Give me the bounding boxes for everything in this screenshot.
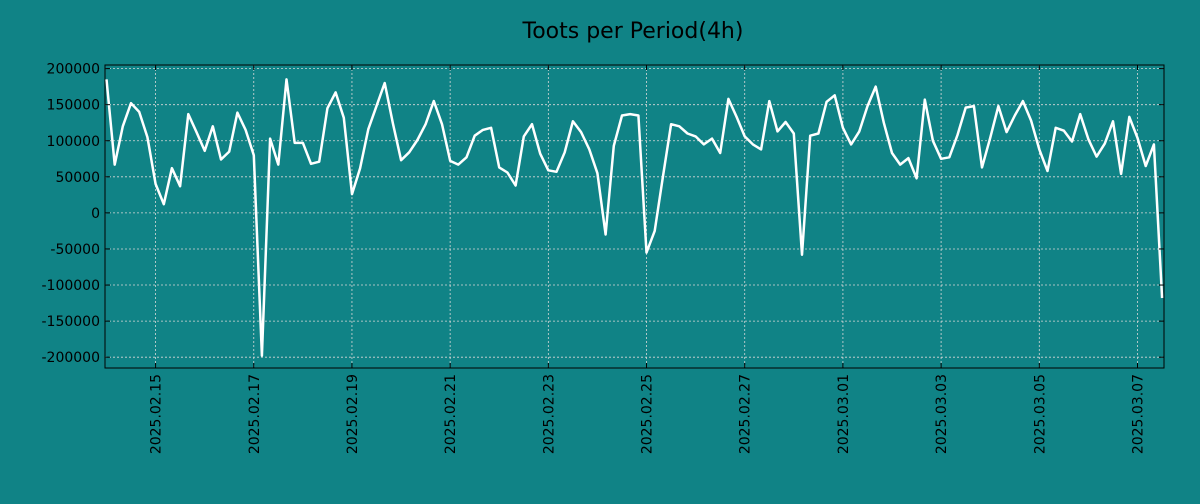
y-tick-label: 0 — [91, 206, 100, 222]
plot-area — [104, 64, 1165, 369]
grid-layer — [105, 65, 1164, 368]
x-tick-label: 2025.03.07 — [1130, 374, 1146, 454]
y-tick-label: 200000 — [47, 62, 100, 78]
y-tick-label: 150000 — [47, 98, 100, 114]
y-tick-label: -150000 — [42, 314, 101, 330]
y-tick-label: -200000 — [42, 350, 101, 366]
x-tick-label: 2025.03.03 — [934, 374, 950, 454]
axis-layer: 200000 150000 100000 50000 0 -50000 -100000 -15… — [42, 62, 1164, 454]
x-tick-label: 2025.02.21 — [443, 374, 459, 454]
y-tick-label: -100000 — [42, 278, 101, 294]
x-tick-label: 2025.02.25 — [640, 374, 656, 454]
data-layer — [105, 78, 1164, 357]
series-line — [105, 78, 1164, 357]
x-tick-label: 2025.02.17 — [247, 374, 263, 454]
y-tick-label: 100000 — [47, 134, 100, 150]
x-tick-label: 2025.02.27 — [738, 374, 754, 454]
y-tick-label: -50000 — [50, 242, 100, 258]
x-tick-label: 2025.03.05 — [1032, 374, 1048, 454]
x-tick-label: 2025.02.23 — [541, 374, 557, 454]
x-tick-label: 2025.03.01 — [836, 374, 852, 454]
chart-title: Toots per Period(4h) — [522, 19, 744, 44]
x-tick-label: 2025.02.15 — [149, 374, 165, 454]
y-tick-label: 50000 — [55, 170, 100, 186]
x-tick-label: 2025.02.19 — [345, 374, 361, 454]
